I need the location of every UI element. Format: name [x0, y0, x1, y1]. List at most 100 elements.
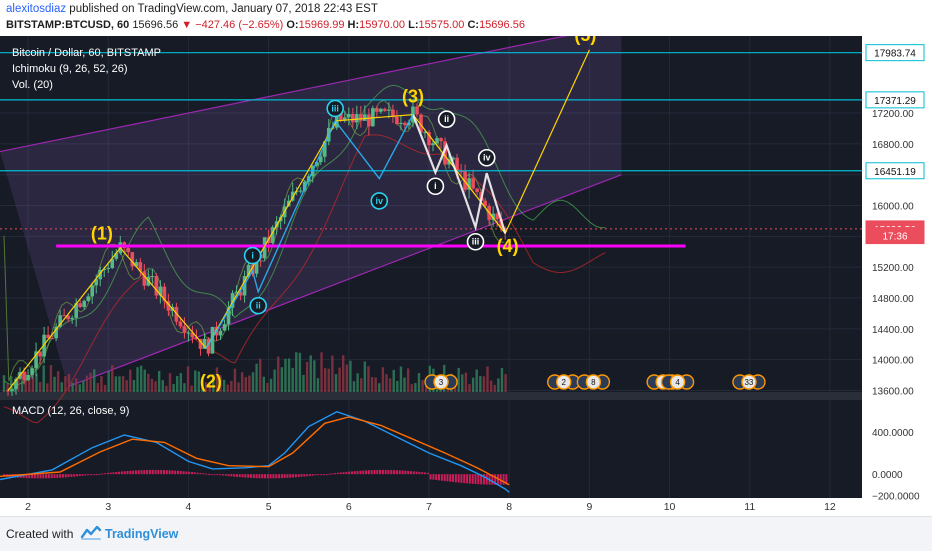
- wave-label-minor: iv: [376, 196, 384, 206]
- volume-bar: [320, 352, 323, 392]
- candle-body: [302, 181, 307, 191]
- price-pane-background: [0, 36, 862, 392]
- macd-histogram-bar: [25, 474, 28, 479]
- volume-bar: [208, 384, 211, 392]
- macd-histogram-bar: [314, 474, 317, 476]
- candle-body: [314, 162, 319, 166]
- volume-bar: [367, 366, 370, 392]
- minor-wave-path: [411, 114, 507, 234]
- volume-bar: [327, 368, 330, 392]
- macd-histogram-bar: [258, 474, 261, 479]
- macd-histogram-bar: [115, 471, 118, 475]
- volume-bar: [100, 376, 103, 392]
- volume-bar: [60, 382, 63, 392]
- volume-bar: [17, 373, 20, 392]
- candle-body: [338, 112, 343, 121]
- wave-label-marker: [249, 296, 267, 315]
- volume-bar: [64, 376, 67, 392]
- macd-histogram-bar: [356, 470, 359, 475]
- time-tick-label: 9: [586, 501, 592, 513]
- macd-histogram-bar: [432, 474, 435, 480]
- price-axis-background: [862, 36, 932, 514]
- macd-histogram-bar: [370, 470, 373, 475]
- candle-body: [387, 109, 391, 111]
- macd-histogram-bar: [230, 474, 233, 477]
- macd-histogram-bar: [294, 474, 297, 478]
- macd-histogram-bar: [348, 471, 351, 475]
- macd-histogram-bar: [320, 474, 323, 476]
- volume-bar: [35, 373, 38, 392]
- volume-bar: [385, 374, 388, 392]
- candle-body: [102, 268, 107, 270]
- price-tick-label: 14400.00: [872, 325, 914, 336]
- macd-tick-label: 0.0000: [872, 470, 903, 481]
- candle-body: [391, 109, 395, 117]
- wave-label-major: (4): [497, 236, 519, 256]
- candle-body: [94, 279, 99, 286]
- macd-histogram-bar: [123, 471, 126, 475]
- volume-bar: [479, 376, 482, 392]
- macd-histogram-bar: [241, 474, 244, 478]
- candle-body: [367, 114, 371, 127]
- chart-header: alexitosdiaz published on TradingView.co…: [0, 0, 932, 36]
- volume-bar: [161, 380, 164, 392]
- macd-histogram-bar: [387, 469, 390, 475]
- macd-histogram-bar: [50, 474, 53, 479]
- wave-label-minor: iv: [483, 153, 491, 163]
- macd-histogram-bar: [505, 474, 508, 485]
- volume-bar: [356, 373, 359, 392]
- wave-label-marker: [243, 246, 262, 265]
- volume-bar: [468, 384, 471, 392]
- macd-histogram-bar: [59, 474, 62, 478]
- volume-bar: [222, 379, 226, 392]
- macd-histogram-bar: [95, 474, 98, 476]
- volume-bar: [114, 376, 118, 392]
- volume-bar: [284, 358, 287, 392]
- tradingview-logo-icon[interactable]: [80, 525, 102, 541]
- volume-bar: [302, 374, 305, 392]
- volume-bar: [93, 369, 96, 392]
- open-label: O:: [286, 19, 299, 31]
- volume-bar: [370, 377, 374, 392]
- ohlc-line: BITSTAMP:BTCUSD, 60 15696.56 ▼ −427.46 (…: [6, 19, 525, 31]
- candle-body: [110, 258, 115, 269]
- candle-body: [142, 271, 147, 286]
- volume-bar: [273, 369, 276, 392]
- macd-histogram-bar: [460, 474, 463, 483]
- candle-body: [423, 132, 427, 134]
- macd-histogram-bar: [235, 474, 238, 477]
- volume-bar: [147, 373, 150, 392]
- candle-body: [455, 157, 459, 172]
- wave-label-marker: [437, 110, 456, 129]
- macd-histogram-bar: [132, 470, 135, 475]
- volume-bar: [392, 369, 395, 392]
- price-axis-label: 17:36: [882, 232, 907, 243]
- author-link[interactable]: alexitosdiaz: [6, 3, 67, 15]
- volume-bar: [53, 376, 56, 392]
- candle-body: [130, 252, 135, 267]
- macd-histogram-bar: [64, 474, 67, 478]
- candle-body: [359, 114, 363, 121]
- tradingview-brand[interactable]: TradingView: [105, 527, 179, 541]
- macd-histogram-bar: [466, 474, 469, 484]
- volume-bar: [323, 368, 327, 392]
- symbol-label: BITSTAMP:BTCUSD, 60: [6, 19, 130, 31]
- volume-bar: [154, 381, 157, 392]
- candle-body: [250, 264, 255, 274]
- candle-body: [274, 221, 279, 228]
- volume-bar: [475, 369, 478, 392]
- macd-histogram-bar: [264, 474, 267, 479]
- volume-bar: [414, 383, 417, 392]
- candle-body: [150, 276, 155, 278]
- macd-histogram-bar: [367, 470, 370, 475]
- candle-body: [475, 188, 479, 193]
- time-tick-label: 2: [25, 501, 31, 513]
- volume-bar: [280, 367, 284, 392]
- volume-bar: [74, 378, 78, 392]
- candle-body: [178, 321, 183, 327]
- event-count-badge: [669, 374, 686, 390]
- macd-histogram-bar: [334, 473, 337, 475]
- candle-body: [38, 351, 42, 357]
